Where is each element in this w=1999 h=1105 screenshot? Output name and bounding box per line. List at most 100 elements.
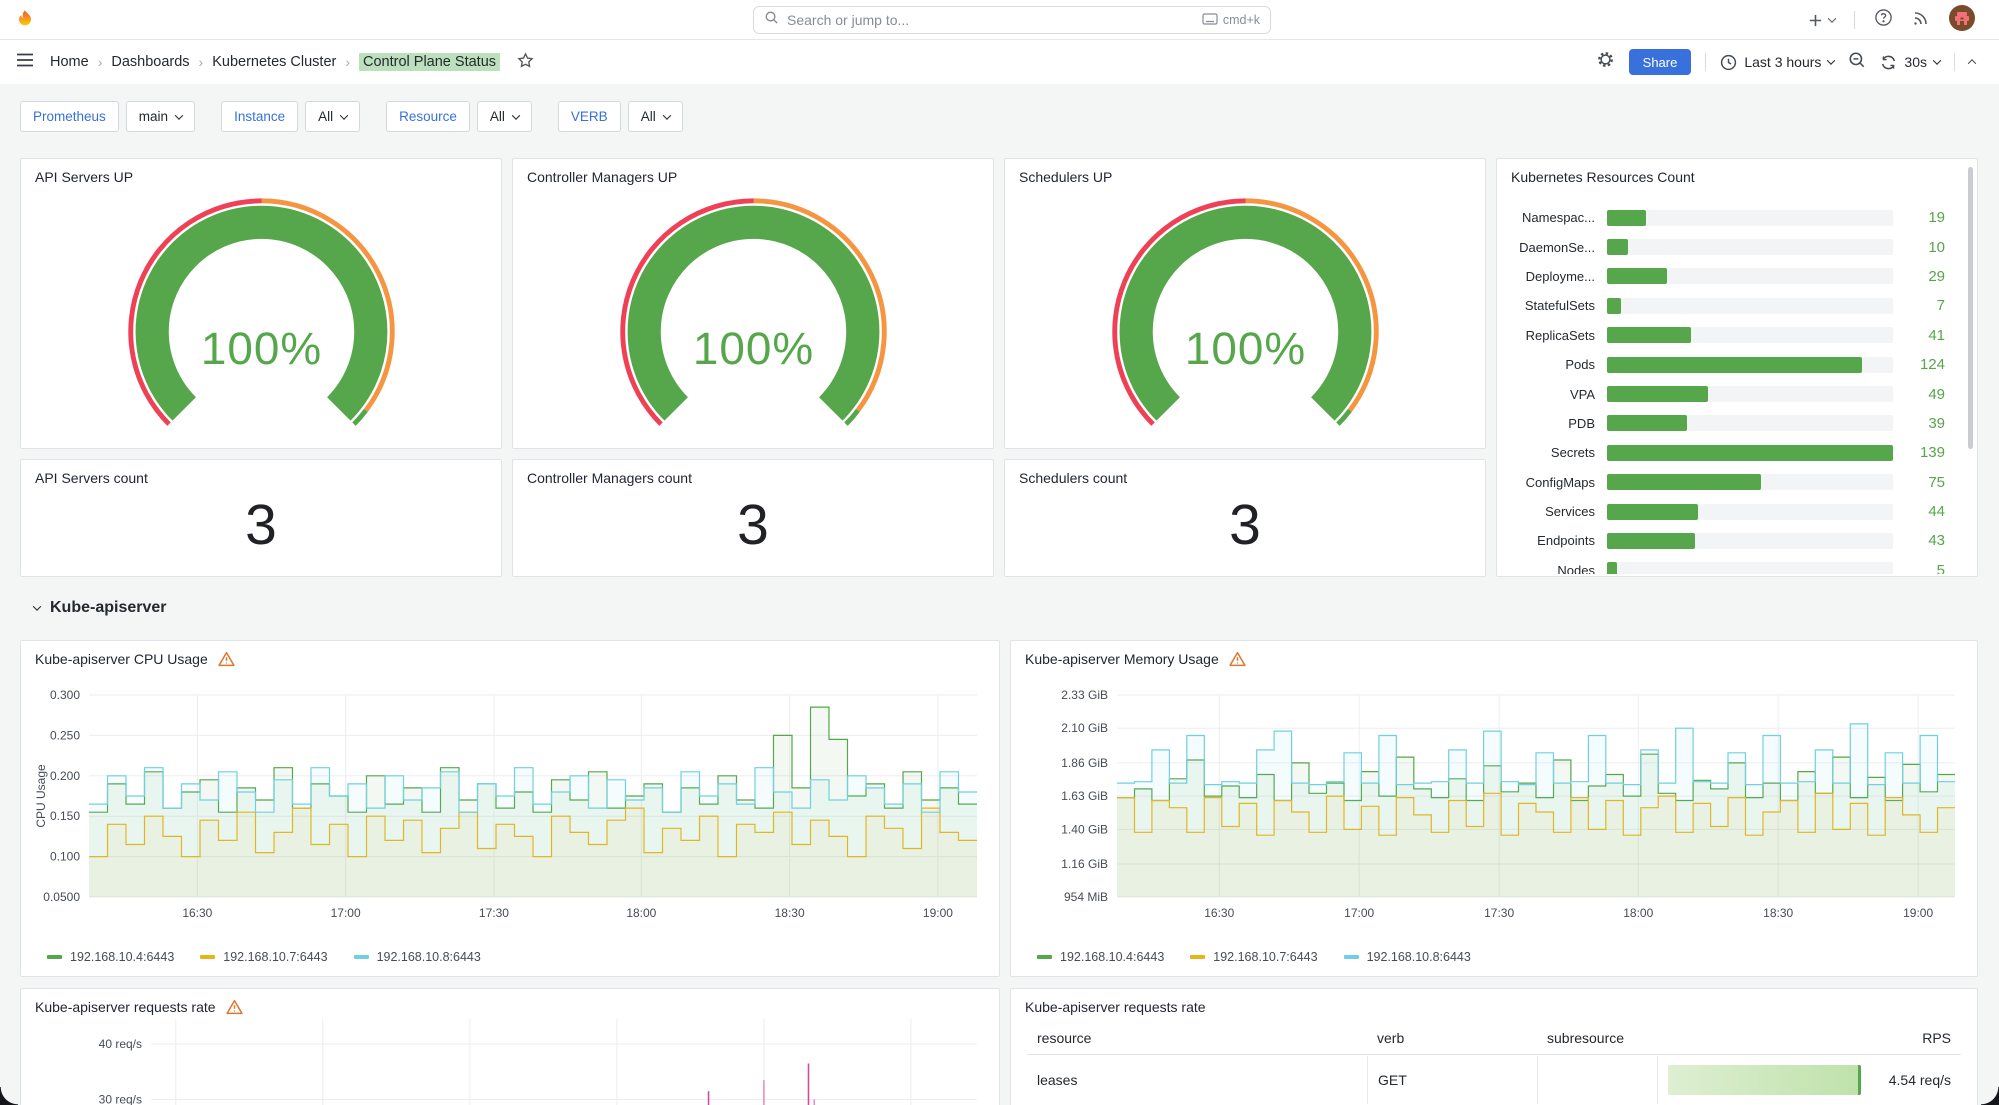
legend-item[interactable]: 192.168.10.8:6443 <box>1344 950 1471 964</box>
svg-text:0.0500: 0.0500 <box>43 890 80 904</box>
scrollbar-thumb[interactable] <box>1968 167 1973 449</box>
resources-bar-list: Namespac...19DaemonSe...10Deployme...29S… <box>1511 203 1963 574</box>
refresh-interval-picker[interactable]: 30s <box>1880 54 1940 71</box>
chevron-down-icon <box>1828 14 1836 22</box>
resource-bar-fill <box>1607 504 1698 520</box>
breadcrumb: Home › Dashboards › Kubernetes Cluster ›… <box>50 52 534 73</box>
resource-row-configmaps: ConfigMaps75 <box>1511 468 1963 497</box>
filter-value-resource[interactable]: All <box>477 101 532 132</box>
table-header-verb[interactable]: verb <box>1367 1021 1537 1054</box>
warning-icon[interactable] <box>226 999 243 1015</box>
keyboard-icon <box>1202 13 1218 28</box>
resource-bar-track <box>1607 327 1893 343</box>
zoom-out-icon[interactable] <box>1848 51 1866 74</box>
search-input[interactable] <box>787 12 1194 28</box>
collapse-toolbar-icon[interactable] <box>1968 59 1976 67</box>
resource-row-statefulsets: StatefulSets7 <box>1511 291 1963 320</box>
time-range-picker[interactable]: Last 3 hours <box>1720 54 1834 71</box>
user-avatar[interactable] <box>1949 5 1975 36</box>
menu-hamburger-icon[interactable] <box>16 53 34 72</box>
news-rss-icon[interactable] <box>1912 9 1930 32</box>
filter-value-prometheus[interactable]: main <box>126 101 195 132</box>
panel-title[interactable]: API Servers UP <box>35 169 133 185</box>
panel-title[interactable]: Schedulers UP <box>1019 169 1112 185</box>
filter-label-instance[interactable]: Instance <box>221 101 298 132</box>
breadcrumb-dashboards[interactable]: Dashboards <box>111 54 189 70</box>
warning-icon[interactable] <box>1229 651 1246 667</box>
resource-label: DaemonSe... <box>1511 240 1595 255</box>
table-header-subresource[interactable]: subresource <box>1537 1021 1657 1054</box>
table-header-resource[interactable]: resource <box>1027 1021 1367 1054</box>
svg-text:17:00: 17:00 <box>331 906 361 920</box>
cpu-usage-chart[interactable]: 16:3017:0017:3018:0018:3019:000.3000.250… <box>31 675 991 930</box>
panel-api-servers-count: API Servers count 3 <box>20 459 502 577</box>
legend-item[interactable]: 192.168.10.8:6443 <box>354 950 481 964</box>
svg-text:19:00: 19:00 <box>923 906 953 920</box>
filter-value-verb[interactable]: All <box>628 101 683 132</box>
section-row-kube-apiserver[interactable]: Kube-apiserver <box>34 599 167 617</box>
rps-gauge-bar <box>1668 1065 1861 1095</box>
svg-text:1.16 GiB: 1.16 GiB <box>1061 857 1108 871</box>
panel-title[interactable]: Kube-apiserver requests rate <box>1025 999 1206 1015</box>
filter-value-instance[interactable]: All <box>305 101 360 132</box>
requests-rate-chart[interactable]: 40 req/s30 req/s <box>31 1019 991 1105</box>
legend-item[interactable]: 192.168.10.4:6443 <box>1037 950 1164 964</box>
add-new-button[interactable] <box>1808 13 1835 28</box>
svg-text:0.250: 0.250 <box>50 728 80 742</box>
resource-bar-track <box>1607 533 1893 549</box>
panel-title[interactable]: Kube-apiserver Memory Usage <box>1025 651 1246 667</box>
svg-text:0.200: 0.200 <box>50 769 80 783</box>
search-input-container[interactable]: cmd+k <box>753 6 1271 34</box>
panel-title[interactable]: Controller Managers UP <box>527 169 677 185</box>
table-header-rps[interactable]: RPS <box>1657 1021 1961 1054</box>
legend-label: 192.168.10.7:6443 <box>223 950 327 964</box>
filter-label-resource[interactable]: Resource <box>386 101 470 132</box>
stat-value: 3 <box>1005 492 1485 558</box>
legend-item[interactable]: 192.168.10.7:6443 <box>200 950 327 964</box>
resource-label: StatefulSets <box>1511 298 1595 313</box>
gauge-value: 100% <box>692 321 813 373</box>
panel-title[interactable]: Kube-apiserver requests rate <box>35 999 243 1015</box>
filter-label-prometheus[interactable]: Prometheus <box>20 101 119 132</box>
filter-label-verb[interactable]: VERB <box>558 101 621 132</box>
cell-subresource <box>1537 1056 1657 1104</box>
dashboard-settings-gear-icon[interactable] <box>1596 50 1615 74</box>
legend-item[interactable]: 192.168.10.7:6443 <box>1190 950 1317 964</box>
chevron-down-icon <box>33 602 41 610</box>
filter-value-text: main <box>139 109 168 124</box>
warning-icon[interactable] <box>218 651 235 667</box>
share-button[interactable]: Share <box>1629 49 1692 75</box>
svg-text:1.40 GiB: 1.40 GiB <box>1061 822 1108 836</box>
memory-usage-chart[interactable]: 16:3017:0017:3018:0018:3019:002.33 GiB2.… <box>1021 675 1969 930</box>
breadcrumb-separator: › <box>199 54 204 70</box>
gauge-api-servers-up: 100% <box>21 191 501 442</box>
panel-kubernetes-resources-count: Kubernetes Resources Count Namespac...19… <box>1496 158 1978 577</box>
legend-swatch <box>200 955 215 960</box>
screen-corner <box>1981 1087 1999 1105</box>
panel-title[interactable]: Kube-apiserver CPU Usage <box>35 651 235 667</box>
breadcrumb-home[interactable]: Home <box>50 54 89 70</box>
legend-item[interactable]: 192.168.10.4:6443 <box>47 950 174 964</box>
panel-title[interactable]: Controller Managers count <box>527 470 692 486</box>
resource-bar-fill <box>1607 357 1862 373</box>
plus-icon <box>1808 13 1823 28</box>
resource-value: 41 <box>1905 327 1963 344</box>
resource-value: 43 <box>1905 532 1963 549</box>
help-icon[interactable] <box>1874 8 1893 32</box>
resource-bar-fill <box>1607 298 1621 314</box>
table-header-row: resourceverbsubresourceRPS <box>1027 1021 1961 1055</box>
resource-bar-fill <box>1607 533 1695 549</box>
grafana-logo-icon[interactable] <box>14 9 36 36</box>
resource-row-pdb: PDB39 <box>1511 409 1963 438</box>
svg-text:1.63 GiB: 1.63 GiB <box>1061 789 1108 803</box>
panel-title[interactable]: Kubernetes Resources Count <box>1511 169 1695 185</box>
panel-title[interactable]: Schedulers count <box>1019 470 1127 486</box>
svg-text:2.33 GiB: 2.33 GiB <box>1061 688 1108 702</box>
resource-value: 39 <box>1905 415 1963 432</box>
breadcrumb-folder[interactable]: Kubernetes Cluster <box>212 54 336 70</box>
chevron-down-icon <box>512 111 520 119</box>
svg-text:16:30: 16:30 <box>1204 906 1234 920</box>
star-icon[interactable] <box>517 52 534 73</box>
resource-value: 10 <box>1905 239 1963 256</box>
panel-title[interactable]: API Servers count <box>35 470 148 486</box>
